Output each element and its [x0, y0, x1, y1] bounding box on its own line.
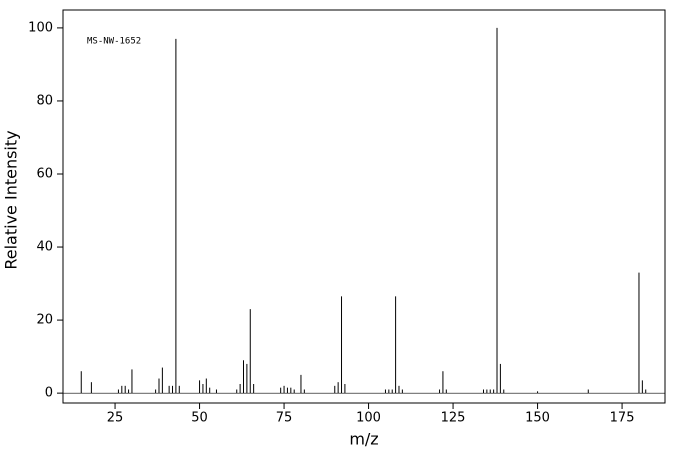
- x-tick-label: 175: [610, 411, 635, 426]
- y-tick-label: 60: [36, 166, 53, 181]
- x-tick-label: 25: [107, 411, 124, 426]
- y-tick-label: 100: [28, 20, 53, 35]
- y-tick-label: 20: [36, 313, 53, 328]
- x-tick-label: 150: [525, 411, 550, 426]
- x-tick-label: 125: [441, 411, 466, 426]
- plot-frame: [62, 9, 666, 404]
- y-axis-title: Relative Intensity: [2, 130, 21, 269]
- y-tick-label: 0: [45, 386, 53, 401]
- y-tick-label: 40: [36, 240, 53, 255]
- y-tick-label: 80: [36, 93, 53, 108]
- x-tick-label: 50: [191, 411, 208, 426]
- annotation: MS-NW-1652: [87, 37, 141, 47]
- x-tick-label: 75: [276, 411, 293, 426]
- x-tick-label: 100: [356, 411, 381, 426]
- x-axis-title: m/z: [349, 430, 378, 449]
